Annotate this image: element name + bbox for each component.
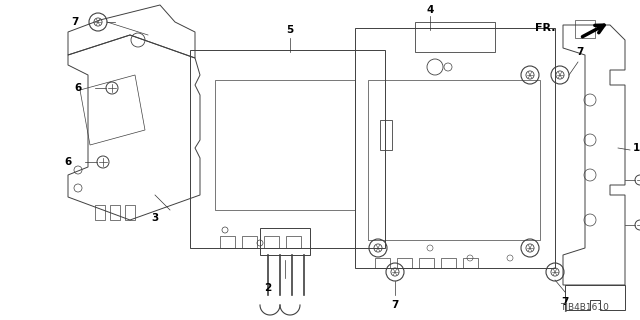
Text: 1: 1 <box>632 143 639 153</box>
Text: 6: 6 <box>639 175 640 185</box>
Text: 7: 7 <box>561 297 569 307</box>
Bar <box>286 236 301 248</box>
Bar <box>220 236 235 248</box>
Bar <box>415 22 495 52</box>
Bar <box>463 258 478 268</box>
Bar <box>441 258 456 268</box>
Text: 4: 4 <box>426 5 434 15</box>
Text: 6: 6 <box>639 220 640 229</box>
Text: 7: 7 <box>71 17 79 27</box>
Text: 7: 7 <box>576 47 584 57</box>
Bar <box>242 236 257 248</box>
Bar <box>125 205 135 220</box>
Bar <box>264 236 279 248</box>
Text: FR.: FR. <box>534 23 555 33</box>
Text: 5: 5 <box>286 25 294 35</box>
Bar <box>375 258 390 268</box>
Bar <box>419 258 434 268</box>
Text: 6: 6 <box>74 83 82 93</box>
Text: 2: 2 <box>264 283 271 293</box>
Bar <box>95 205 105 220</box>
Bar <box>110 205 120 220</box>
Text: TJB4B1610: TJB4B1610 <box>560 303 609 313</box>
Bar <box>575 20 595 38</box>
Bar <box>380 120 392 150</box>
Text: 7: 7 <box>391 300 399 310</box>
Bar <box>397 258 412 268</box>
Text: 3: 3 <box>152 213 159 223</box>
Text: 6: 6 <box>65 157 72 167</box>
